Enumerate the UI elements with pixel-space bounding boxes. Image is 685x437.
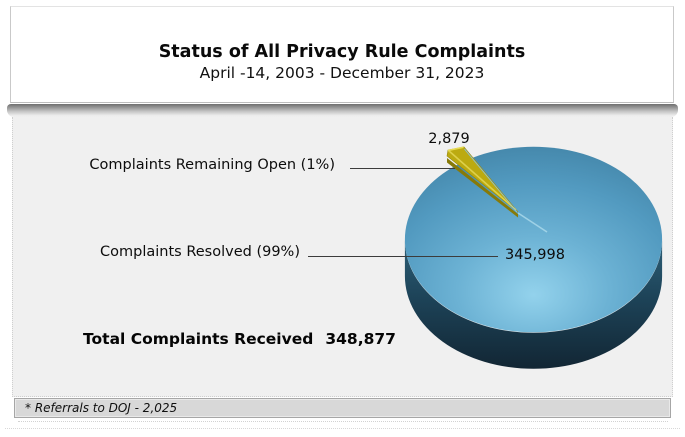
footnote-text: * Referrals to DOJ - 2,025 <box>25 401 178 415</box>
title-panel: Status of All Privacy Rule Complaints Ap… <box>10 6 674 103</box>
footnote-bar: * Referrals to DOJ - 2,025 <box>14 398 671 418</box>
callout-open-label: Complaints Remaining Open (1%) <box>89 157 335 173</box>
total-complaints-value: 348,877 <box>325 330 396 348</box>
total-complaints-line: Total Complaints Received 348,877 <box>83 330 396 348</box>
total-complaints-label: Total Complaints Received <box>83 330 314 348</box>
frame-dashed-line <box>18 421 668 422</box>
callout-resolved-value: 345,998 <box>505 247 565 263</box>
divider-shadow <box>7 104 678 117</box>
frame-dashed-line <box>5 428 680 429</box>
callout-resolved-label: Complaints Resolved (99%) <box>100 244 300 260</box>
callout-open-value: 2,879 <box>428 131 470 147</box>
page-subtitle: April -14, 2003 - December 31, 2023 <box>199 64 485 82</box>
page-title: Status of All Privacy Rule Complaints <box>158 42 526 62</box>
